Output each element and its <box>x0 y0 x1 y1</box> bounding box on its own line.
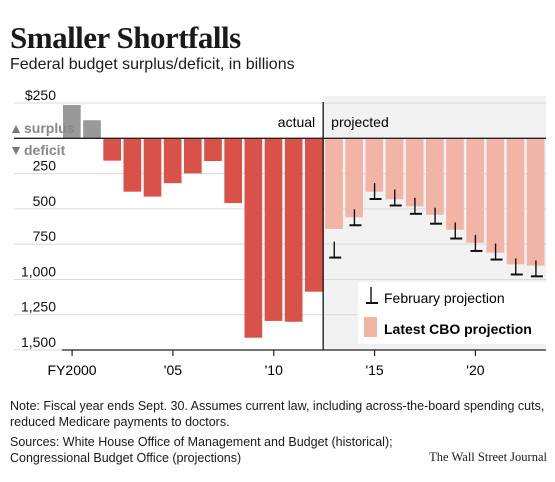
y-tick-label: 250 <box>33 158 57 174</box>
projection-bar <box>365 138 384 192</box>
y-tick-label: 750 <box>33 228 57 244</box>
deficit-indicator: deficit <box>12 142 66 158</box>
projection-bar <box>446 138 464 230</box>
february-markers <box>329 183 543 278</box>
february-marker <box>490 243 503 261</box>
actual-bar <box>224 138 242 204</box>
february-marker <box>349 209 362 227</box>
surplus-label: surplus <box>24 120 75 136</box>
x-tick-label: '10 <box>265 362 283 378</box>
actual-bar <box>123 138 142 192</box>
y-tick-label: 500 <box>33 193 57 209</box>
actual-bar <box>244 138 263 338</box>
chart-subtitle: Federal budget surplus/deficit, in billi… <box>10 56 295 73</box>
sources-line-2: Congressional Budget Office (projections… <box>10 451 242 465</box>
actual-bar <box>103 138 121 161</box>
y-tick-labels: $250 250 500 750 1,000 1,250 1,500 <box>21 87 56 350</box>
actual-bar <box>204 138 222 162</box>
budget-chart: $250 250 500 750 1,000 1,250 1,500 FY2000 '05 '1… <box>12 87 548 378</box>
down-triangle-icon <box>12 147 20 155</box>
legend-latest-label: Latest CBO projection <box>384 321 532 337</box>
projected-label: projected <box>331 114 389 130</box>
up-triangle-icon <box>12 125 20 133</box>
february-marker <box>470 234 483 252</box>
chart-title: Smaller Shortfalls <box>10 20 241 55</box>
february-marker <box>409 197 422 215</box>
february-marker <box>530 260 543 278</box>
legend-february-label: February projection <box>384 290 505 306</box>
february-marker <box>369 183 382 201</box>
projection-bar <box>526 138 545 266</box>
actual-bar <box>264 138 283 321</box>
projection-bar <box>466 138 484 243</box>
publisher-credit: The Wall Street Journal <box>429 450 547 464</box>
chart-note: Note: Fiscal year ends Sept. 30. Assumes… <box>10 399 545 429</box>
projection-bar <box>385 138 404 200</box>
february-marker <box>329 241 342 259</box>
projection-bar <box>506 138 525 265</box>
february-marker <box>389 189 402 207</box>
x-axis: FY2000 '05 '10 '15 '20 <box>48 349 546 378</box>
x-tick-label: FY2000 <box>48 362 97 378</box>
y-tick-label: 1,500 <box>21 334 56 350</box>
actual-bar <box>163 138 182 184</box>
actual-bar <box>184 138 202 174</box>
legend-latest-swatch <box>364 317 377 337</box>
legend: February projection Latest CBO projectio… <box>358 282 548 344</box>
legend-background <box>358 282 548 344</box>
projection-bar <box>325 138 343 229</box>
sources-line-1: Sources: White House Office of Managemen… <box>10 435 393 449</box>
projection-bar <box>486 138 505 253</box>
actual-bar <box>284 138 303 322</box>
surplus-indicator: surplus <box>12 120 75 136</box>
projection-bar <box>426 138 444 215</box>
february-marker <box>430 207 443 225</box>
bars <box>63 105 545 338</box>
legend-february-marker <box>366 287 378 304</box>
y-tick-label: $250 <box>25 87 56 103</box>
actual-bar <box>305 138 323 292</box>
x-tick-label: '20 <box>466 362 484 378</box>
february-marker <box>450 222 463 240</box>
actual-bar <box>63 105 81 139</box>
y-tick-label: 1,000 <box>21 263 56 279</box>
x-tick-label: '05 <box>164 362 182 378</box>
deficit-label: deficit <box>24 142 66 158</box>
actual-label: actual <box>278 114 315 130</box>
actual-bar <box>83 120 101 139</box>
chart-sources: Sources: White House Office of Managemen… <box>10 434 393 466</box>
projection-bar <box>345 138 363 218</box>
y-tick-label: 1,250 <box>21 299 56 315</box>
actual-bar <box>143 138 162 197</box>
x-tick-label: '15 <box>365 362 383 378</box>
february-marker <box>510 258 523 276</box>
projection-bar <box>405 138 424 207</box>
